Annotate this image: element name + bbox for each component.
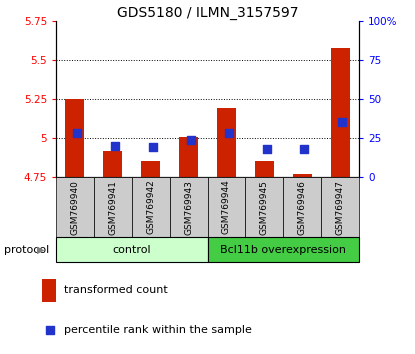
Text: GSM769941: GSM769941	[108, 179, 117, 235]
Text: GSM769945: GSM769945	[260, 179, 269, 235]
Point	[263, 146, 270, 152]
Point	[74, 131, 81, 136]
Point	[46, 327, 53, 333]
Text: GSM769944: GSM769944	[222, 180, 231, 234]
Bar	[283, 177, 321, 237]
Text: protocol: protocol	[4, 245, 49, 255]
Bar	[66, 99, 84, 177]
Title: GDS5180 / ILMN_3157597: GDS5180 / ILMN_3157597	[117, 6, 298, 20]
Text: GSM769946: GSM769946	[298, 179, 307, 235]
Text: control: control	[112, 245, 151, 255]
Point	[150, 144, 156, 150]
Bar	[331, 48, 349, 177]
Bar	[170, 177, 208, 237]
Bar	[321, 177, 359, 237]
Text: GSM769940: GSM769940	[71, 179, 79, 235]
Text: ▶: ▶	[37, 245, 45, 255]
Text: percentile rank within the sample: percentile rank within the sample	[64, 325, 252, 335]
Text: GSM769943: GSM769943	[184, 179, 193, 235]
Bar	[141, 161, 160, 177]
Point	[225, 131, 232, 136]
Bar	[208, 237, 359, 262]
Bar	[56, 177, 94, 237]
Point	[188, 137, 194, 142]
Text: GSM769942: GSM769942	[146, 180, 155, 234]
Bar	[179, 137, 198, 177]
Bar	[103, 150, 122, 177]
Point	[112, 143, 118, 149]
Bar	[255, 161, 274, 177]
Text: transformed count: transformed count	[64, 285, 168, 295]
Bar	[245, 177, 283, 237]
Bar	[217, 108, 236, 177]
Bar	[208, 177, 245, 237]
Text: GSM769947: GSM769947	[336, 179, 344, 235]
Bar	[132, 177, 170, 237]
Point	[301, 146, 308, 152]
Bar	[293, 174, 312, 177]
Bar	[94, 177, 132, 237]
Text: Bcl11b overexpression: Bcl11b overexpression	[220, 245, 346, 255]
Bar	[56, 237, 208, 262]
Point	[339, 120, 346, 125]
Bar	[42, 279, 56, 302]
